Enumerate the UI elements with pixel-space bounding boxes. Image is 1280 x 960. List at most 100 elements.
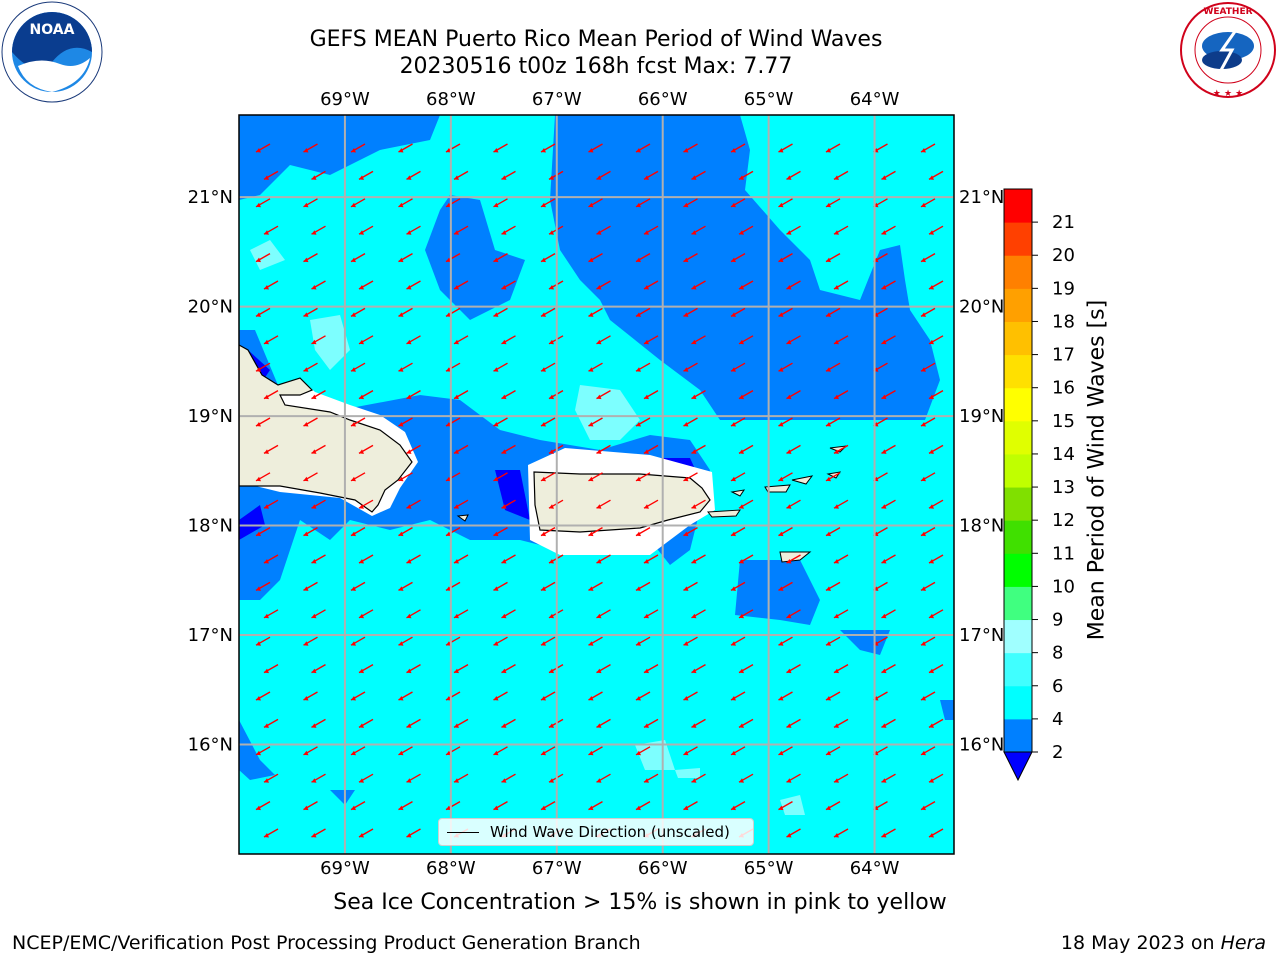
graticule xyxy=(239,115,954,854)
wave-direction-arrow xyxy=(303,252,318,263)
wave-direction-arrow xyxy=(588,362,603,372)
wave-direction-arrow xyxy=(778,252,793,263)
wave-direction-arrow xyxy=(263,225,279,235)
wave-direction-arrow xyxy=(920,691,936,701)
wave-direction-arrow xyxy=(311,499,326,509)
wave-direction-arrow xyxy=(540,472,556,482)
map-frame xyxy=(238,114,955,855)
wave-direction-arrow xyxy=(445,526,461,537)
wave-direction-arrow xyxy=(255,526,271,537)
wave-direction-arrow xyxy=(445,581,461,592)
wave-direction-arrow xyxy=(263,663,279,674)
wave-direction-arrow xyxy=(406,773,421,783)
wave-direction-arrow xyxy=(635,307,651,318)
wave-direction-arrow xyxy=(398,143,413,153)
wave-direction-arrow xyxy=(588,143,603,153)
wave-direction-arrow xyxy=(263,444,279,455)
wave-direction-arrow xyxy=(311,335,326,345)
wave-direction-arrow xyxy=(445,307,461,318)
wave-direction-arrow xyxy=(350,636,366,646)
wave-direction-arrow xyxy=(445,472,461,482)
wave-direction-arrow xyxy=(825,252,841,263)
wave-direction-arrow xyxy=(738,444,754,455)
wave-direction-arrow xyxy=(540,143,556,153)
wave-direction-arrow xyxy=(778,691,793,701)
wave-direction-arrow xyxy=(920,307,936,318)
lat-label-right: 18°N xyxy=(959,516,1004,537)
wave-direction-arrow xyxy=(596,389,611,400)
wave-direction-arrow xyxy=(643,444,659,455)
wave-direction-arrow xyxy=(588,526,603,537)
wave-direction-arrow xyxy=(453,335,469,345)
wave-direction-arrow xyxy=(928,773,944,783)
wave-direction-arrow xyxy=(683,581,698,592)
wave-direction-arrow xyxy=(643,170,659,181)
wave-direction-arrow xyxy=(303,526,318,537)
wave-direction-arrow xyxy=(406,609,421,619)
wave-direction-arrow xyxy=(540,636,556,646)
wave-direction-arrow xyxy=(406,828,421,838)
wave-direction-arrow xyxy=(786,609,801,619)
wave-direction-arrow xyxy=(350,800,366,811)
puerto-rico-land xyxy=(533,471,711,533)
wave-direction-arrow xyxy=(263,718,279,729)
wave-direction-arrow xyxy=(683,691,698,701)
wave-direction-arrow xyxy=(501,499,516,509)
wave-direction-arrow xyxy=(255,252,271,263)
wave-direction-arrow xyxy=(311,170,326,181)
lon-label-top: 64°W xyxy=(850,89,900,110)
wave-direction-arrow xyxy=(881,718,896,729)
wave-direction-arrow xyxy=(303,472,318,482)
wave-direction-arrow xyxy=(311,554,326,564)
virgin-islands-land xyxy=(456,445,848,563)
wave-direction-arrow xyxy=(738,335,754,345)
colorbar-segment xyxy=(1004,189,1032,223)
wave-direction-arrow xyxy=(263,499,279,509)
wave-direction-arrow xyxy=(730,691,746,701)
wave-direction-arrow xyxy=(730,362,746,372)
colorbar-segment xyxy=(1004,453,1032,488)
wave-direction-arrow xyxy=(691,335,706,345)
colorbar-tick-label: 21 xyxy=(1052,212,1075,233)
wave-direction-arrow xyxy=(303,417,318,427)
wave-direction-arrow xyxy=(778,581,793,592)
wave-direction-arrow xyxy=(501,444,516,455)
wave-direction-arrow xyxy=(738,718,754,729)
wave-direction-arrow xyxy=(833,499,849,509)
wave-direction-arrow xyxy=(920,198,936,208)
wave-direction-arrow xyxy=(501,663,516,674)
wave-direction-arrow xyxy=(501,609,516,619)
wave-direction-arrow xyxy=(786,280,801,290)
wave-direction-arrow xyxy=(358,609,374,619)
wave-direction-arrow xyxy=(255,746,271,756)
wave-direction-arrow xyxy=(738,389,754,400)
colorbar-segment xyxy=(1004,321,1032,356)
wave-direction-arrow xyxy=(501,280,516,290)
wave-direction-arrow xyxy=(350,252,366,263)
wave-direction-arrow xyxy=(635,581,651,592)
wave-direction-arrow xyxy=(786,663,801,674)
wave-direction-arrow xyxy=(588,252,603,263)
wave-direction-arrow xyxy=(588,636,603,646)
wave-direction-arrow xyxy=(635,198,651,208)
wave-direction-arrow xyxy=(730,252,746,263)
wave-direction-arrow xyxy=(635,252,651,263)
wave-direction-arrow xyxy=(730,636,746,646)
chart-subtitle: 20230516 t00z 168h fcst Max: 7.77 xyxy=(399,54,793,79)
wave-direction-arrow xyxy=(738,170,754,181)
wave-direction-arrow xyxy=(350,362,366,372)
wave-direction-arrow xyxy=(588,746,603,756)
wave-direction-arrow xyxy=(881,389,896,400)
wave-direction-arrow xyxy=(596,170,611,181)
wave-direction-arrow xyxy=(255,362,271,372)
wave-direction-arrow xyxy=(406,663,421,674)
wave-direction-arrow xyxy=(398,417,413,427)
wave-direction-arrow xyxy=(778,307,793,318)
wave-direction-arrow xyxy=(303,198,318,208)
wave-direction-arrow xyxy=(453,609,469,619)
wave-direction-arrow xyxy=(445,362,461,372)
wave-direction-arrow xyxy=(453,499,469,509)
wave-direction-arrow xyxy=(445,417,461,427)
wave-direction-arrow xyxy=(263,554,279,564)
wave-direction-arrow xyxy=(928,828,944,838)
